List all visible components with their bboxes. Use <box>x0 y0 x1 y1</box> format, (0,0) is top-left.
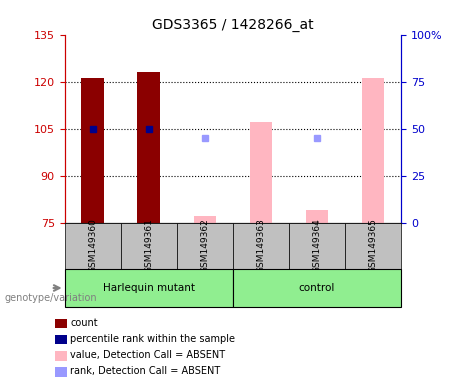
FancyBboxPatch shape <box>121 223 177 269</box>
Text: percentile rank within the sample: percentile rank within the sample <box>70 334 235 344</box>
Bar <box>137 72 160 223</box>
FancyBboxPatch shape <box>177 223 233 269</box>
FancyBboxPatch shape <box>289 223 345 269</box>
Bar <box>362 78 384 223</box>
Text: GSM149363: GSM149363 <box>256 218 266 273</box>
Text: value, Detection Call = ABSENT: value, Detection Call = ABSENT <box>70 350 225 360</box>
FancyBboxPatch shape <box>345 223 401 269</box>
FancyBboxPatch shape <box>65 269 233 307</box>
Text: rank, Detection Call = ABSENT: rank, Detection Call = ABSENT <box>70 366 220 376</box>
Text: GSM149360: GSM149360 <box>88 218 97 273</box>
FancyBboxPatch shape <box>65 223 121 269</box>
FancyBboxPatch shape <box>233 223 289 269</box>
Bar <box>194 217 216 223</box>
Title: GDS3365 / 1428266_at: GDS3365 / 1428266_at <box>152 18 313 32</box>
Text: GSM149364: GSM149364 <box>313 218 321 273</box>
Text: Harlequin mutant: Harlequin mutant <box>103 283 195 293</box>
Bar <box>306 210 328 223</box>
Text: GSM149362: GSM149362 <box>200 218 209 273</box>
Text: GSM149365: GSM149365 <box>368 218 378 273</box>
Text: control: control <box>299 283 335 293</box>
FancyBboxPatch shape <box>233 269 401 307</box>
Bar <box>82 78 104 223</box>
Bar <box>250 122 272 223</box>
Text: count: count <box>70 318 98 328</box>
Text: genotype/variation: genotype/variation <box>5 293 97 303</box>
Text: GSM149361: GSM149361 <box>144 218 153 273</box>
